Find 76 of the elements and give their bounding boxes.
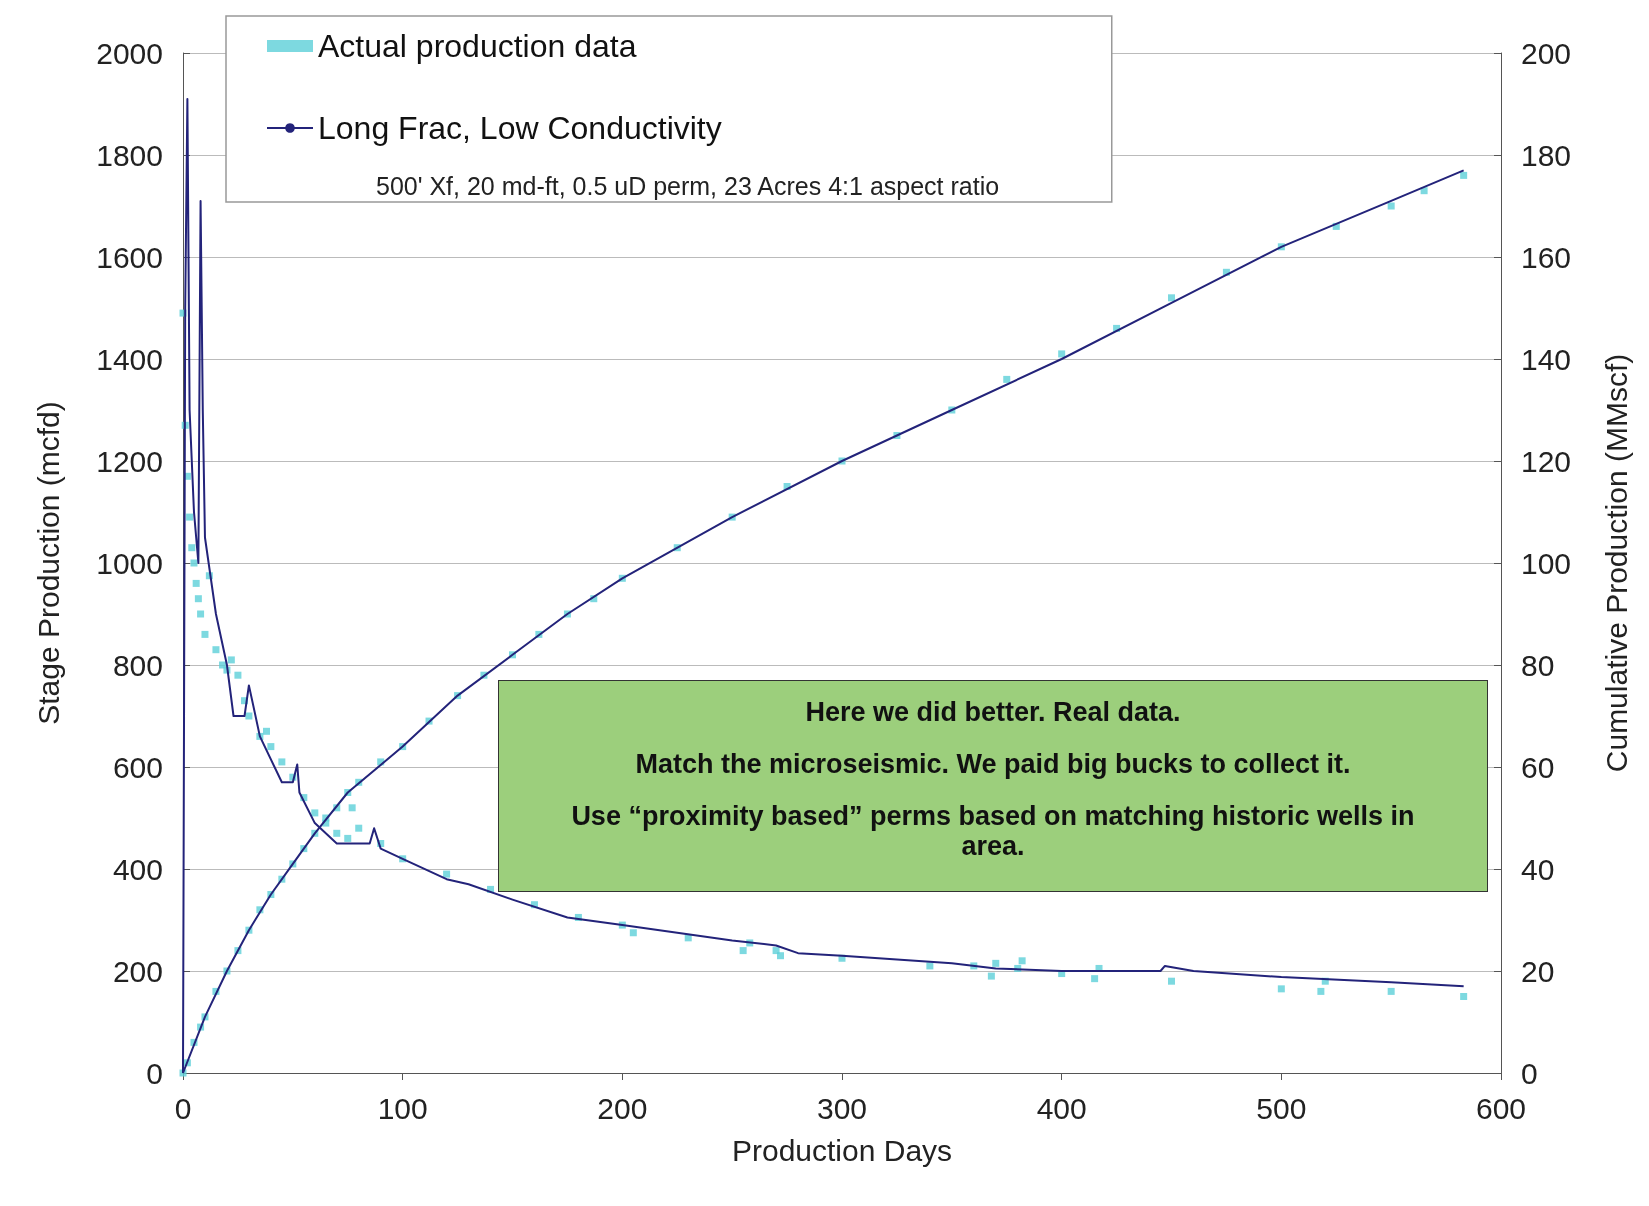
y-tick-label: 200 xyxy=(112,954,163,988)
y2-tick-label: 20 xyxy=(1521,954,1555,988)
point xyxy=(197,610,205,618)
y-axis-title: Stage Production (mcfd) xyxy=(31,401,65,725)
annotation: 500' Xf, 20 md-ft, 0.5 uD perm, 23 Acres 4:1 aspect ratio xyxy=(376,171,1000,200)
y2-tick-label: 40 xyxy=(1521,852,1555,886)
point xyxy=(267,743,275,751)
point xyxy=(227,656,235,664)
y2-tick-label: 160 xyxy=(1521,240,1572,274)
point xyxy=(443,870,451,878)
point xyxy=(278,758,286,766)
x-tick-label: 400 xyxy=(1036,1091,1087,1125)
note-box: Here we did better. Real data. Match the microseismic. We paid big bucks to collect it. Use “proximity based” perms based on matching historic wells in area. xyxy=(498,680,1488,892)
point xyxy=(194,595,202,603)
point xyxy=(1018,957,1026,965)
point xyxy=(1460,993,1468,1000)
x-tick-label: 300 xyxy=(816,1091,868,1125)
y2-tick-label: 60 xyxy=(1521,750,1555,784)
legend-label: Actual production data xyxy=(318,28,637,64)
y-tick-label: 1800 xyxy=(96,138,163,172)
point xyxy=(776,952,784,960)
y-tick-label: 1600 xyxy=(96,240,163,274)
y-tick-label: 1000 xyxy=(96,546,163,580)
point xyxy=(311,809,319,817)
point xyxy=(987,972,995,980)
legend-label: Long Frac, Low Conductivity xyxy=(318,110,722,146)
point xyxy=(1317,987,1325,995)
point xyxy=(1460,171,1468,179)
y2-axis-title: Cumulative Production (MMscf) xyxy=(1599,353,1633,773)
y2-tick-label: 140 xyxy=(1521,342,1572,376)
point xyxy=(1168,977,1175,985)
point xyxy=(355,824,363,832)
point xyxy=(1277,985,1285,993)
y-tick-label: 1400 xyxy=(96,342,163,376)
point xyxy=(333,829,341,837)
y2-tick-label: 120 xyxy=(1521,444,1572,478)
y2-tick-label: 0 xyxy=(1521,1056,1538,1090)
y-tick-label: 600 xyxy=(112,750,163,784)
point xyxy=(1387,987,1395,995)
point xyxy=(188,544,196,552)
point xyxy=(992,959,1000,967)
y2-tick-label: 200 xyxy=(1521,36,1572,70)
point xyxy=(1387,202,1395,210)
point xyxy=(348,804,356,812)
y-tick-label: 0 xyxy=(146,1056,163,1090)
point xyxy=(186,513,194,521)
y-tick-label: 2000 xyxy=(96,36,163,70)
point xyxy=(629,929,637,937)
y-tick-label: 400 xyxy=(112,852,163,886)
x-tick-label: 200 xyxy=(597,1091,648,1125)
y2-tick-label: 180 xyxy=(1521,138,1572,172)
y2-tick-label: 100 xyxy=(1521,546,1572,580)
point xyxy=(739,947,747,955)
point xyxy=(1058,350,1066,358)
y-tick-label: 1200 xyxy=(96,444,163,478)
annotation: Here we did better. Real data. xyxy=(804,697,1182,727)
point xyxy=(262,727,270,735)
point xyxy=(1091,975,1099,983)
point xyxy=(192,579,200,587)
annotation: Use “proximity based” perms based on matching historic wells in area. xyxy=(570,801,1416,861)
point xyxy=(212,646,220,654)
point xyxy=(344,834,352,842)
x-tick-label: 600 xyxy=(1475,1091,1527,1125)
point xyxy=(245,712,253,720)
x-tick-label: 500 xyxy=(1256,1091,1307,1125)
x-axis-title: Production Days xyxy=(731,1133,953,1167)
point xyxy=(1003,375,1011,383)
point xyxy=(1168,294,1175,302)
annotation: Match the microseismic. We paid big bucks to collect it. xyxy=(634,749,1352,779)
point xyxy=(234,671,242,679)
y2-tick-label: 80 xyxy=(1521,648,1555,682)
point xyxy=(190,559,198,567)
x-tick-label: 100 xyxy=(377,1091,428,1125)
y-tick-label: 800 xyxy=(112,648,163,682)
point xyxy=(201,630,209,638)
x-tick-label: 0 xyxy=(174,1091,192,1125)
